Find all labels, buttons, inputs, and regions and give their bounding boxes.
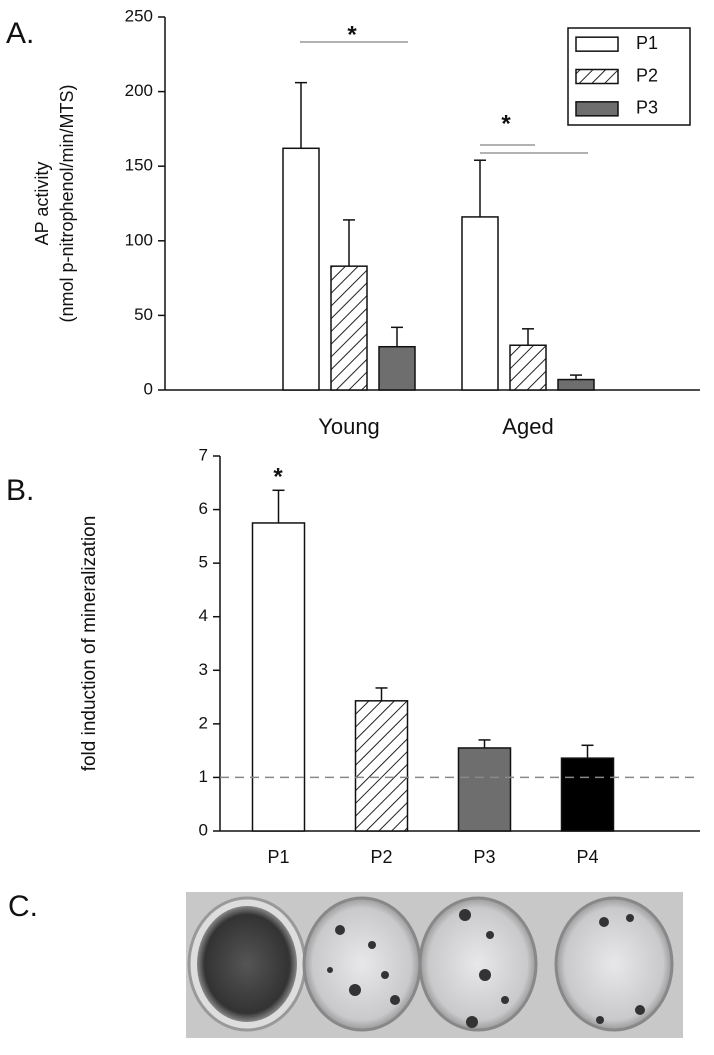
well bbox=[418, 896, 538, 1032]
y-tick-label: 0 bbox=[144, 379, 153, 398]
legend: P1 P2 P3 bbox=[567, 27, 691, 126]
panel-label: C. bbox=[8, 890, 38, 923]
x-tick-label: Aged bbox=[502, 414, 553, 439]
bar bbox=[557, 378, 595, 391]
error-bar bbox=[343, 219, 355, 267]
error-bar bbox=[375, 687, 388, 701]
bar bbox=[378, 345, 416, 391]
well-photos: C. bbox=[8, 890, 683, 1038]
error-bar bbox=[295, 81, 307, 149]
y-axis-label: fold induction of mineralization bbox=[79, 516, 100, 772]
nodules bbox=[596, 914, 645, 1024]
error-bar bbox=[474, 159, 486, 217]
x-tick-label: P1 bbox=[267, 847, 289, 867]
error-bar bbox=[581, 744, 594, 759]
bar bbox=[354, 700, 409, 832]
y-tick-label: 2 bbox=[199, 713, 208, 732]
x-tick-label: P3 bbox=[473, 847, 495, 867]
bar bbox=[330, 265, 368, 391]
annotation: * bbox=[347, 21, 357, 48]
x-tick-label: P4 bbox=[576, 847, 598, 867]
error-bar bbox=[522, 328, 534, 346]
legend-swatch bbox=[575, 101, 619, 117]
nodules bbox=[459, 909, 509, 1028]
y-axis-label: (nmol p-nitrophenol/min/MTS) bbox=[57, 84, 77, 322]
bar bbox=[461, 216, 499, 391]
panel-label: A. bbox=[6, 17, 34, 50]
well-stain bbox=[197, 906, 297, 1022]
error-bar bbox=[570, 374, 582, 380]
bar bbox=[282, 147, 320, 391]
annotation: * bbox=[273, 463, 283, 490]
x-tick-label: Young bbox=[318, 414, 380, 439]
bar bbox=[509, 344, 547, 391]
well bbox=[302, 896, 422, 1032]
annotation: * bbox=[501, 110, 511, 137]
nodules bbox=[327, 925, 400, 1005]
bar bbox=[457, 747, 512, 832]
y-tick-label: 3 bbox=[199, 660, 208, 679]
y-tick-label: 7 bbox=[199, 445, 208, 464]
error-bar bbox=[478, 739, 491, 748]
y-tick-label: 6 bbox=[199, 499, 208, 518]
legend-swatch bbox=[575, 68, 619, 85]
well bbox=[554, 896, 674, 1032]
x-tick-label: P2 bbox=[370, 847, 392, 867]
panel-label: B. bbox=[6, 474, 34, 507]
legend-label: P2 bbox=[636, 65, 658, 85]
y-axis-label: AP activity bbox=[32, 162, 52, 246]
bar bbox=[560, 757, 615, 832]
y-tick-label: 200 bbox=[125, 81, 153, 100]
legend-label: P1 bbox=[636, 33, 658, 53]
y-tick-label: 4 bbox=[199, 606, 208, 625]
error-bar bbox=[391, 326, 403, 347]
error-bar bbox=[272, 489, 285, 523]
y-tick-label: 0 bbox=[199, 820, 208, 839]
y-tick-label: 1 bbox=[199, 767, 208, 786]
y-tick-label: 250 bbox=[125, 6, 153, 25]
legend-label: P3 bbox=[636, 98, 658, 118]
y-tick-label: 50 bbox=[134, 305, 153, 324]
y-tick-label: 5 bbox=[199, 553, 208, 572]
y-tick-label: 150 bbox=[125, 156, 153, 175]
legend-swatch bbox=[575, 36, 619, 52]
bar bbox=[251, 522, 306, 832]
y-tick-label: 100 bbox=[125, 230, 153, 249]
